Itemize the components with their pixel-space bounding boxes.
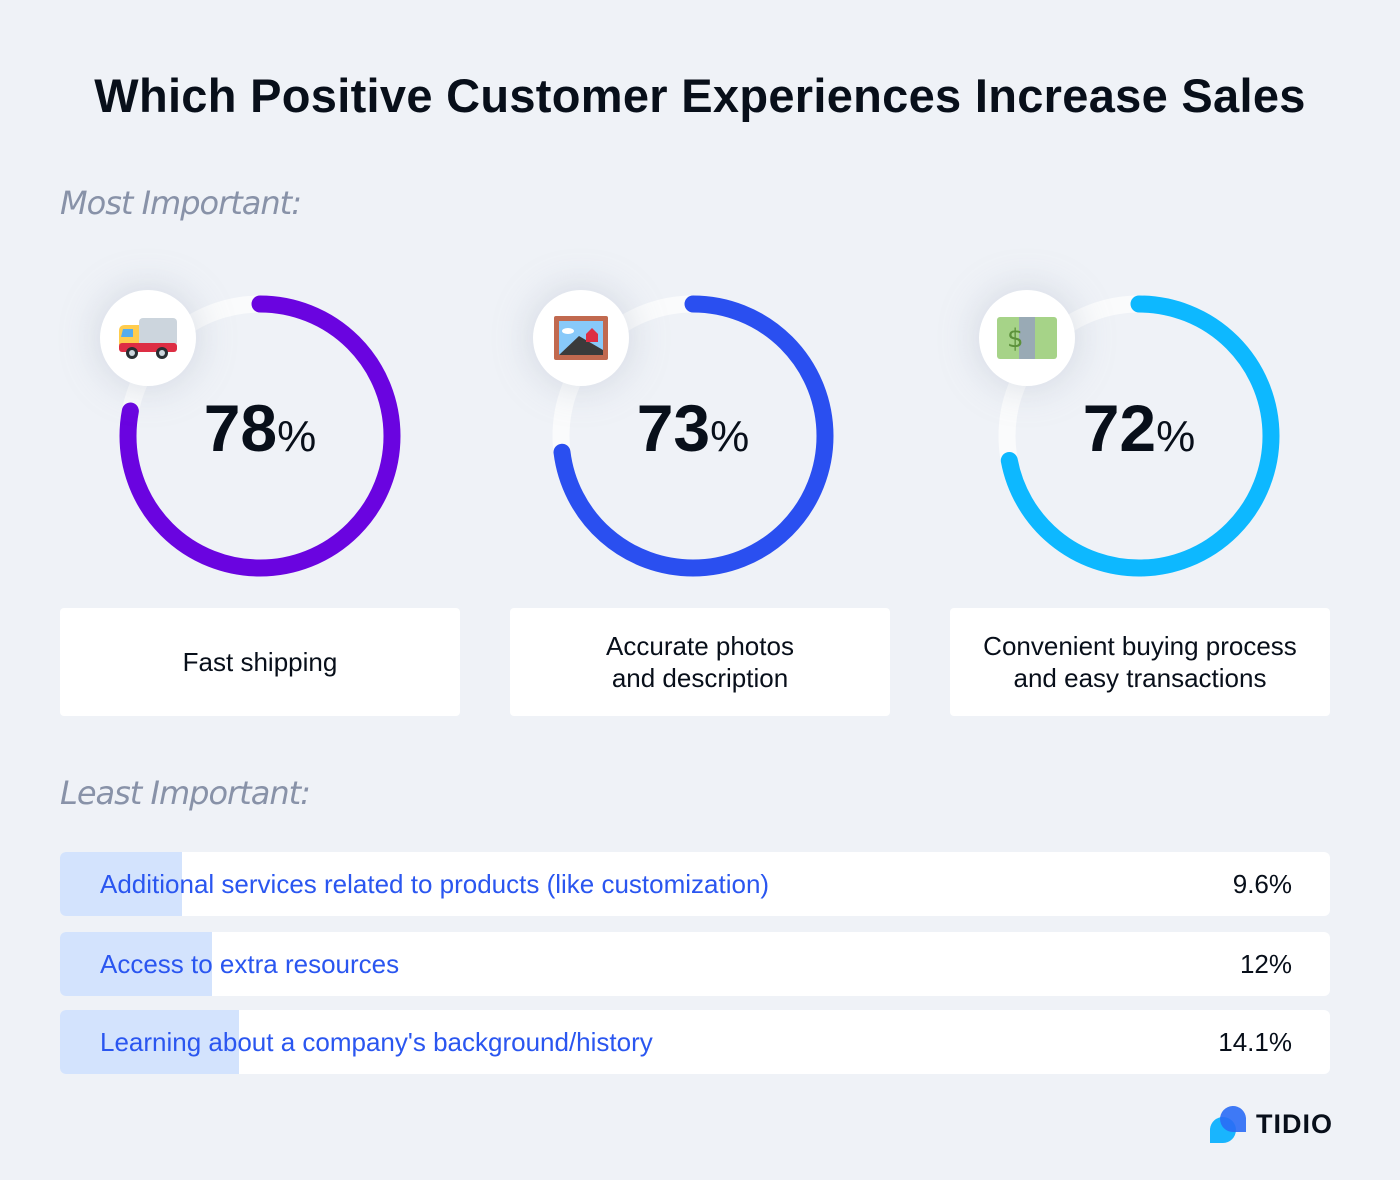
- donut-arc: [119, 295, 401, 577]
- donut-2: 72%: [989, 286, 1289, 586]
- card-label-line: and description: [611, 663, 789, 693]
- donut-value: 72%: [1082, 391, 1196, 465]
- bar-value: 9.6%: [1232, 869, 1292, 899]
- bar-label: Additional services related to products …: [100, 869, 770, 899]
- donut-arc: [552, 295, 834, 577]
- tidio-logo: TIDIO: [1208, 1105, 1333, 1143]
- donut-arc: [998, 295, 1280, 577]
- card-label-line: Accurate photos: [606, 631, 794, 661]
- bar-row: Additional services related to products …: [60, 852, 1330, 916]
- bar-value: 14.1%: [1218, 1027, 1292, 1057]
- bar-label: Learning about a company's background/hi…: [100, 1027, 653, 1057]
- bar-label: Access to extra resources: [100, 949, 400, 979]
- donut-value: 78%: [203, 391, 317, 465]
- tidio-logo-icon: [1210, 1106, 1246, 1143]
- category-card: Convenient buying process and easy transa…: [950, 608, 1330, 716]
- card-label: Fast shipping: [182, 647, 338, 677]
- brand-name: TIDIO: [1256, 1108, 1333, 1139]
- bar-row: Access to extra resources 12%: [60, 932, 1330, 996]
- category-card: Fast shipping: [60, 608, 460, 716]
- bar-fill: [60, 932, 213, 996]
- donut-0: 78%: [110, 286, 410, 586]
- bar-row: Learning about a company's background/hi…: [60, 1010, 1330, 1074]
- delivery-truck-icon: [100, 290, 196, 386]
- bar-value: 12%: [1239, 949, 1292, 979]
- dollar-banknote-icon: $: [979, 290, 1075, 386]
- svg-text:$: $: [1007, 324, 1024, 354]
- donut-1: 73%: [543, 286, 843, 586]
- bar-fill: [60, 1010, 240, 1074]
- least-important-heading: Least Important:: [60, 774, 311, 812]
- framed-picture-icon: [533, 290, 629, 386]
- page-title: Which Positive Customer Experiences Incr…: [94, 69, 1306, 122]
- donut-value: 73%: [636, 391, 750, 465]
- most-important-heading: Most Important:: [60, 184, 302, 222]
- card-label-line: and easy transactions: [1013, 663, 1267, 693]
- category-card: Accurate photos and description: [510, 608, 890, 716]
- card-label-line: Convenient buying process: [983, 631, 1297, 661]
- bar-fill: [60, 852, 182, 916]
